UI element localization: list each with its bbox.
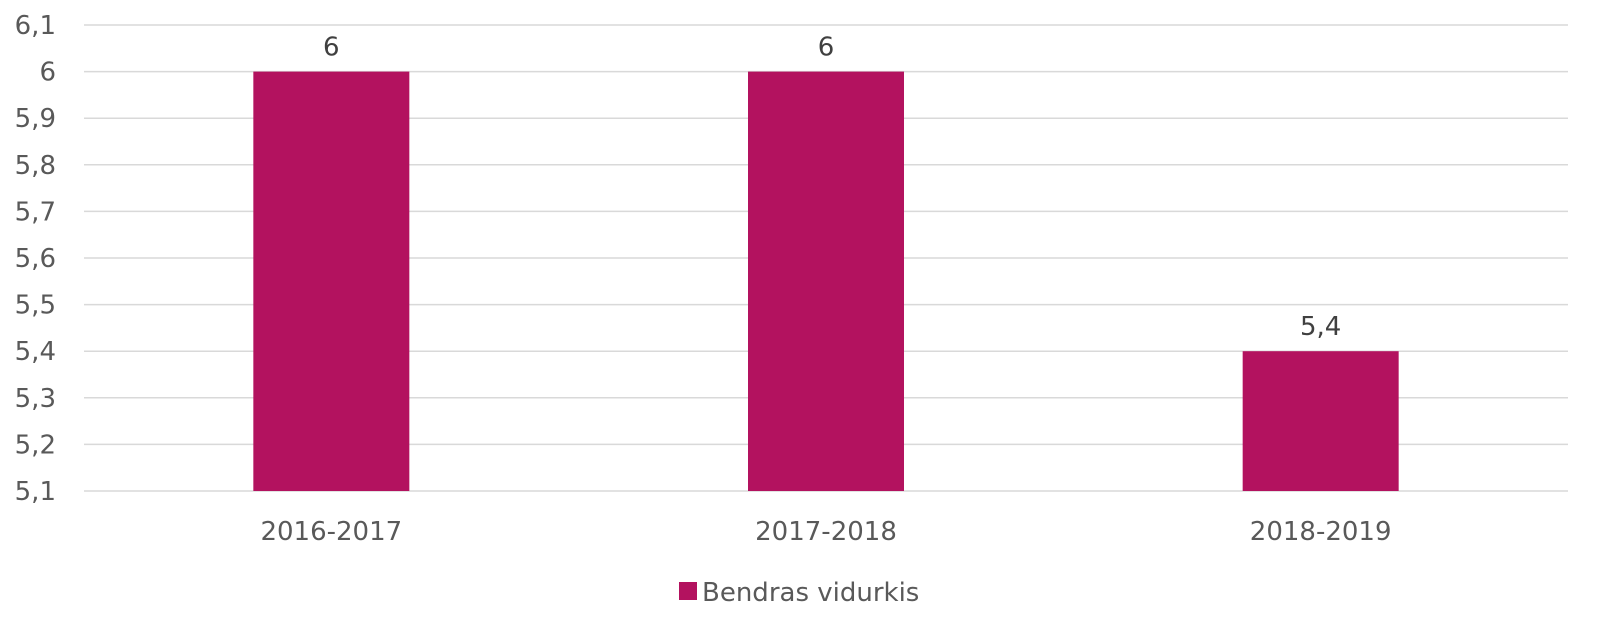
x-category-label: 2017-2018 <box>755 517 897 547</box>
y-tick-label: 5,7 <box>15 197 56 227</box>
legend-swatch <box>679 582 697 600</box>
y-tick-label: 5,9 <box>15 104 56 134</box>
bar <box>1242 351 1399 491</box>
x-category-label: 2018-2019 <box>1250 517 1392 547</box>
data-labels: 6 65,4 <box>323 33 1341 343</box>
y-tick-label: 5,2 <box>15 430 56 460</box>
y-tick-label: 5,6 <box>15 244 56 274</box>
x-axis-category-labels: 2016-2017 2017-2018 2018-2019 <box>260 517 1391 547</box>
data-label: 6 <box>323 33 340 63</box>
bars <box>253 71 1399 491</box>
y-tick-label: 5,8 <box>15 151 56 181</box>
y-tick-label: 5,1 <box>15 477 56 507</box>
data-label: 5,4 <box>1300 312 1341 342</box>
bar <box>253 71 410 491</box>
y-tick-label: 6 <box>39 58 56 88</box>
x-category-label: 2016-2017 <box>260 517 402 547</box>
y-tick-label: 5,4 <box>15 337 56 367</box>
y-axis-tick-labels: 5,1 5,2 5,3 5,4 5,5 5,6 5,7 5,8 5,9 6 6,1 <box>15 11 56 507</box>
legend-label: Bendras vidurkis <box>702 578 919 608</box>
y-tick-label: 6,1 <box>15 11 56 41</box>
y-tick-label: 5,3 <box>15 384 56 414</box>
legend: Bendras vidurkis <box>679 578 919 608</box>
data-label: 6 <box>818 33 835 63</box>
y-tick-label: 5,5 <box>15 291 56 321</box>
bar <box>748 71 904 491</box>
